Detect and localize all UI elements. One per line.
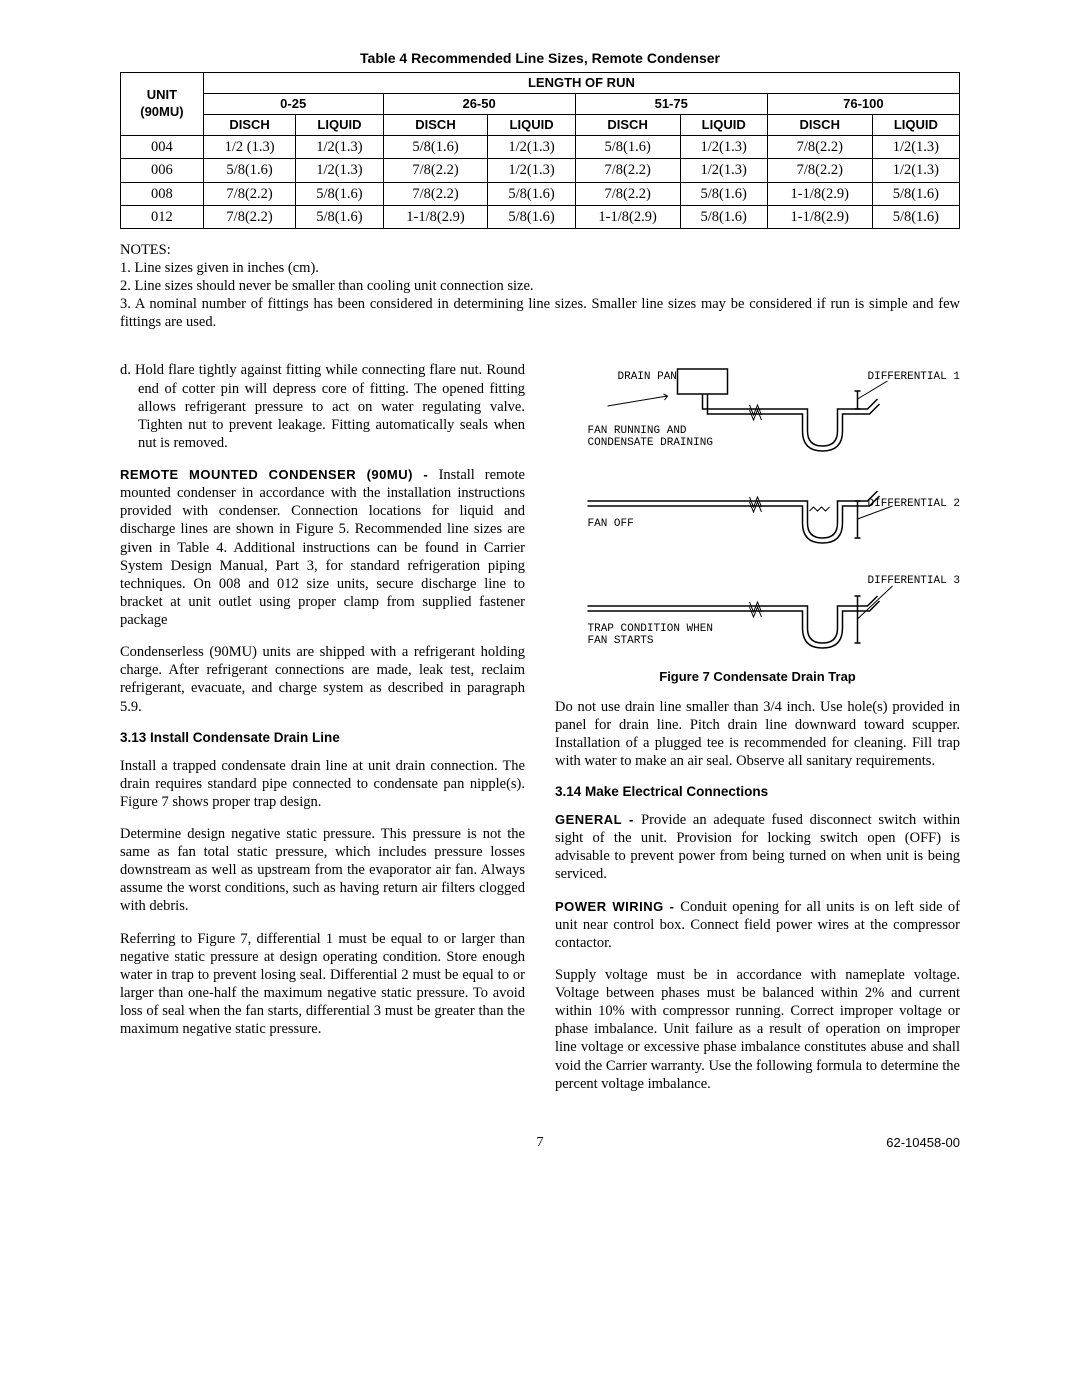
para-after-fig: Do not use drain line smaller than 3/4 i…	[555, 698, 960, 771]
td-unit: 004	[121, 136, 204, 159]
td-value: 5/8(1.6)	[872, 182, 959, 205]
td-value: 5/8(1.6)	[383, 136, 488, 159]
td-value: 7/8(2.2)	[203, 182, 296, 205]
notes-title: NOTES:	[120, 241, 960, 259]
right-column: DRAIN PAN DIFFERENTIAL 1 FAN RUNNING AND…	[555, 361, 960, 1106]
td-value: 5/8(1.6)	[872, 205, 959, 228]
line-sizes-table: UNIT (90MU) LENGTH OF RUN 0-2526-5051-75…	[120, 72, 960, 229]
td-value: 5/8(1.6)	[488, 205, 575, 228]
td-value: 1/2(1.3)	[296, 159, 383, 182]
note-item: 3. A nominal number of fittings has been…	[120, 295, 960, 331]
note-item: 1. Line sizes given in inches (cm).	[120, 259, 960, 277]
th-range: 0-25	[203, 93, 383, 114]
td-value: 1/2(1.3)	[488, 159, 575, 182]
td-value: 1-1/8(2.9)	[767, 205, 872, 228]
th-range: 51-75	[575, 93, 767, 114]
td-value: 5/8(1.6)	[575, 136, 680, 159]
th-sub: LIQUID	[296, 115, 383, 136]
para-condenserless: Condenserless (90MU) units are shipped w…	[120, 643, 525, 716]
power-head: POWER WIRING -	[555, 899, 680, 914]
th-sub: DISCH	[203, 115, 296, 136]
th-sub: LIQUID	[680, 115, 767, 136]
note-item: 2. Line sizes should never be smaller th…	[120, 277, 960, 295]
td-value: 7/8(2.2)	[383, 159, 488, 182]
td-value: 5/8(1.6)	[296, 182, 383, 205]
para-power: POWER WIRING - Conduit opening for all u…	[555, 898, 960, 952]
remote-head: REMOTE MOUNTED CONDENSER (90MU) -	[120, 467, 439, 482]
left-column: d. Hold flare tightly against fitting wh…	[120, 361, 525, 1106]
para-313c: Referring to Figure 7, differential 1 mu…	[120, 930, 525, 1039]
td-value: 1/2 (1.3)	[203, 136, 296, 159]
th-range: 26-50	[383, 93, 575, 114]
lbl-fan-off: FAN OFF	[588, 518, 634, 530]
td-unit: 008	[121, 182, 204, 205]
td-value: 7/8(2.2)	[767, 159, 872, 182]
lbl-cond-drain: CONDENSATE DRAINING	[588, 437, 713, 449]
lbl-fan-starts: FAN STARTS	[588, 635, 654, 647]
general-head: GENERAL -	[555, 812, 641, 827]
td-unit: 012	[121, 205, 204, 228]
th-sub: DISCH	[383, 115, 488, 136]
para-general: GENERAL - Provide an adequate fused disc…	[555, 811, 960, 884]
td-value: 1/2(1.3)	[872, 159, 959, 182]
th-sub: DISCH	[767, 115, 872, 136]
td-value: 1-1/8(2.9)	[575, 205, 680, 228]
td-value: 7/8(2.2)	[575, 159, 680, 182]
figure-7: DRAIN PAN DIFFERENTIAL 1 FAN RUNNING AND…	[555, 361, 960, 661]
td-value: 5/8(1.6)	[680, 182, 767, 205]
td-value: 7/8(2.2)	[575, 182, 680, 205]
td-value: 5/8(1.6)	[680, 205, 767, 228]
td-value: 1-1/8(2.9)	[383, 205, 488, 228]
notes-block: NOTES: 1. Line sizes given in inches (cm…	[120, 241, 960, 332]
doc-number: 62-10458-00	[886, 1135, 960, 1151]
lbl-trap-cond: TRAP CONDITION WHEN	[588, 623, 713, 635]
sec-314: 3.14 Make Electrical Connections	[555, 784, 960, 801]
lbl-diff3: DIFFERENTIAL 3	[868, 575, 960, 587]
fig7-caption: Figure 7 Condensate Drain Trap	[555, 669, 960, 685]
th-range: 76-100	[767, 93, 959, 114]
td-value: 1/2(1.3)	[488, 136, 575, 159]
lbl-drain-pan: DRAIN PAN	[618, 371, 677, 383]
para-313b: Determine design negative static pressur…	[120, 825, 525, 916]
td-value: 1/2(1.3)	[296, 136, 383, 159]
th-length: LENGTH OF RUN	[203, 72, 959, 93]
td-value: 5/8(1.6)	[203, 159, 296, 182]
td-value: 5/8(1.6)	[488, 182, 575, 205]
td-value: 1/2(1.3)	[680, 136, 767, 159]
page-number: 7	[537, 1134, 544, 1152]
table-title: Table 4 Recommended Line Sizes, Remote C…	[120, 50, 960, 68]
para-313a: Install a trapped condensate drain line …	[120, 757, 525, 811]
para-supply: Supply voltage must be in accordance wit…	[555, 966, 960, 1093]
td-value: 7/8(2.2)	[203, 205, 296, 228]
td-value: 1/2(1.3)	[872, 136, 959, 159]
td-value: 1/2(1.3)	[680, 159, 767, 182]
para-d: d. Hold flare tightly against fitting wh…	[120, 361, 525, 452]
td-unit: 006	[121, 159, 204, 182]
th-sub: LIQUID	[872, 115, 959, 136]
lbl-diff1: DIFFERENTIAL 1	[868, 371, 961, 383]
td-value: 5/8(1.6)	[296, 205, 383, 228]
th-unit: UNIT (90MU)	[121, 72, 204, 136]
th-sub: LIQUID	[488, 115, 575, 136]
td-value: 7/8(2.2)	[383, 182, 488, 205]
sec-313: 3.13 Install Condensate Drain Line	[120, 730, 525, 747]
lbl-fan-running: FAN RUNNING AND	[588, 425, 687, 437]
td-value: 1-1/8(2.9)	[767, 182, 872, 205]
th-sub: DISCH	[575, 115, 680, 136]
para-remote: REMOTE MOUNTED CONDENSER (90MU) - Instal…	[120, 466, 525, 629]
td-value: 7/8(2.2)	[767, 136, 872, 159]
lbl-diff2: DIFFERENTIAL 2	[868, 498, 960, 510]
